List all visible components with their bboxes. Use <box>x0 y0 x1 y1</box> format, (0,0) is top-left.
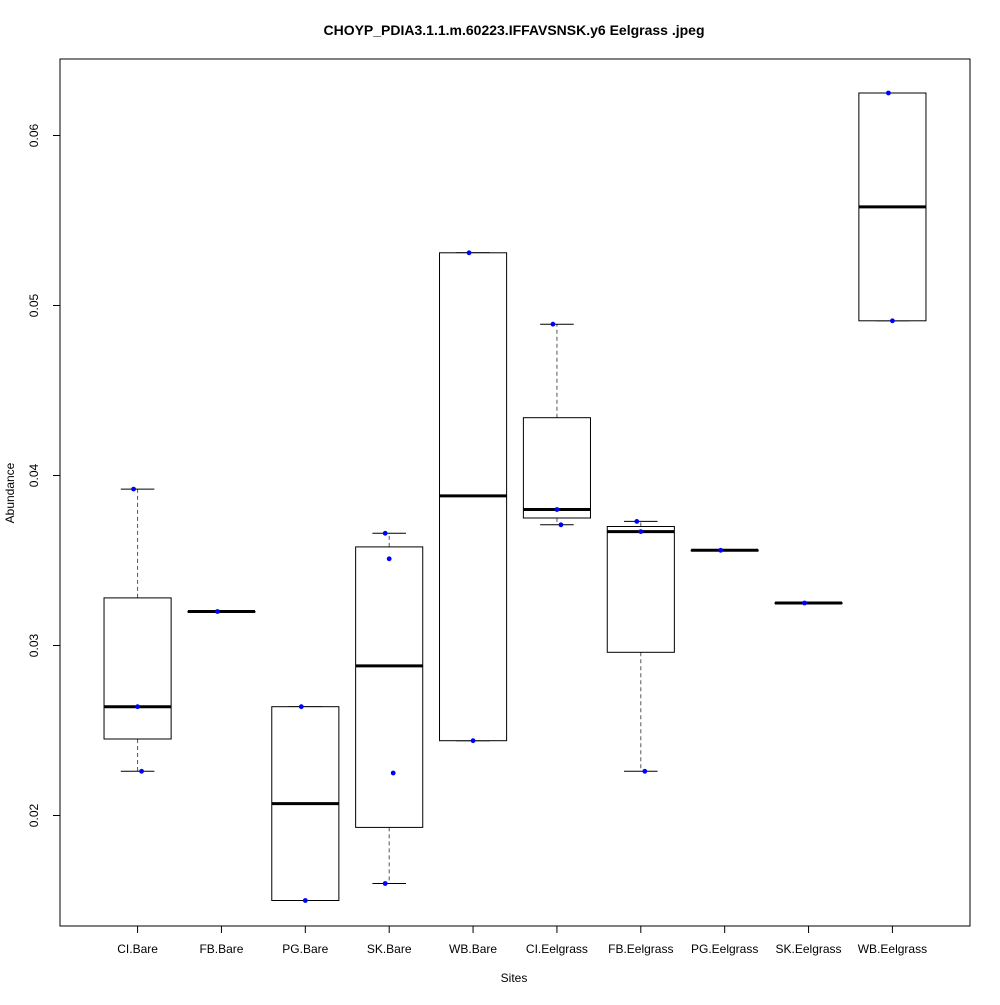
data-point <box>638 529 644 534</box>
data-point <box>470 738 476 744</box>
data-point <box>382 881 388 886</box>
box <box>522 417 591 519</box>
box-group <box>606 519 675 774</box>
x-tick-label: CI.Eelgrass <box>526 942 588 956</box>
x-axis-label: Sites <box>501 971 528 985</box>
box-group <box>355 530 424 886</box>
chart-title: CHOYP_PDIA3.1.1.m.60223.IFFAVSNSK.y6 Eel… <box>323 22 704 38</box>
box-group <box>690 547 759 553</box>
x-tick-label: SK.Eelgrass <box>776 942 842 956</box>
data-point <box>554 507 560 512</box>
y-tick-label: 0.02 <box>27 803 41 827</box>
data-point <box>642 768 648 774</box>
box <box>606 526 675 653</box>
y-tick-label: 0.05 <box>27 293 41 317</box>
data-point <box>135 704 140 710</box>
box-group <box>187 609 256 614</box>
data-point <box>131 486 136 492</box>
y-tick-label: 0.04 <box>27 463 41 487</box>
data-point <box>139 768 144 774</box>
y-axis-label: Abundance <box>3 462 17 523</box>
data-point <box>634 519 640 524</box>
data-point <box>382 530 388 536</box>
y-tick-label: 0.03 <box>27 633 41 657</box>
data-point <box>802 600 807 606</box>
data-point <box>886 90 891 96</box>
x-tick-label: PG.Bare <box>282 942 328 956</box>
data-point <box>550 321 556 327</box>
boxes-layer <box>103 90 927 903</box>
data-point <box>298 704 304 710</box>
x-tick-label: SK.Bare <box>367 942 412 956</box>
box <box>103 597 172 740</box>
y-tick-label: 0.06 <box>27 123 41 147</box>
data-point <box>215 609 220 614</box>
data-point <box>890 318 895 324</box>
box-group <box>439 250 508 744</box>
x-tick-label: WB.Eelgrass <box>858 942 927 956</box>
box-group <box>271 704 340 903</box>
x-tick-label: WB.Bare <box>449 942 497 956</box>
data-point <box>390 770 396 776</box>
box-group <box>858 90 927 324</box>
x-tick-label: FB.Eelgrass <box>608 942 673 956</box>
x-axis: CI.Bare FB.Bare PG.Bare SK.Bare WB.Bare CI.Ee… <box>117 926 927 956</box>
data-point <box>718 547 724 553</box>
box <box>355 546 424 828</box>
data-point <box>302 898 308 903</box>
x-tick-label: PG.Eelgrass <box>691 942 758 956</box>
data-point <box>386 556 392 562</box>
box-group <box>774 600 843 606</box>
y-axis: 0.02 0.03 0.04 0.05 0.06 <box>27 123 60 827</box>
box-group <box>103 486 172 774</box>
data-point <box>558 522 564 528</box>
box-group <box>522 321 591 528</box>
x-tick-label: CI.Bare <box>117 942 158 956</box>
x-tick-label: FB.Bare <box>199 942 243 956</box>
plot-frame <box>59 58 971 927</box>
data-point <box>466 250 472 256</box>
